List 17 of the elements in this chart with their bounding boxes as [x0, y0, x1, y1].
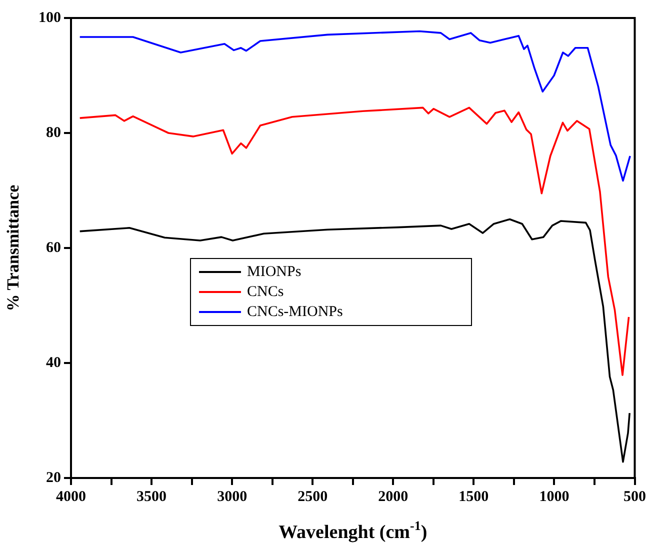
x-tick-label: 3500	[136, 488, 167, 505]
x-tick-label: 1500	[458, 488, 489, 505]
x-tick-label: 1000	[539, 488, 570, 505]
y-axis-title: % Transmittance	[4, 184, 23, 312]
x-tick-label: 2000	[378, 488, 408, 505]
y-tick-label: 80	[46, 124, 61, 141]
x-tick-label: 2500	[298, 488, 328, 505]
y-tick-label: 20	[46, 470, 61, 486]
x-tick-label: 4000	[56, 488, 86, 505]
legend-label: CNCs-MIONPs	[247, 303, 343, 322]
y-tick-label: 40	[46, 354, 61, 371]
legend-label: MIONPs	[247, 263, 302, 282]
legend-label: CNCs	[247, 283, 284, 302]
x-tick-label: 500	[624, 488, 646, 505]
x-tick-label: 3000	[217, 488, 248, 505]
y-tick-label: 100	[38, 10, 61, 26]
y-tick-label: 60	[46, 240, 61, 256]
